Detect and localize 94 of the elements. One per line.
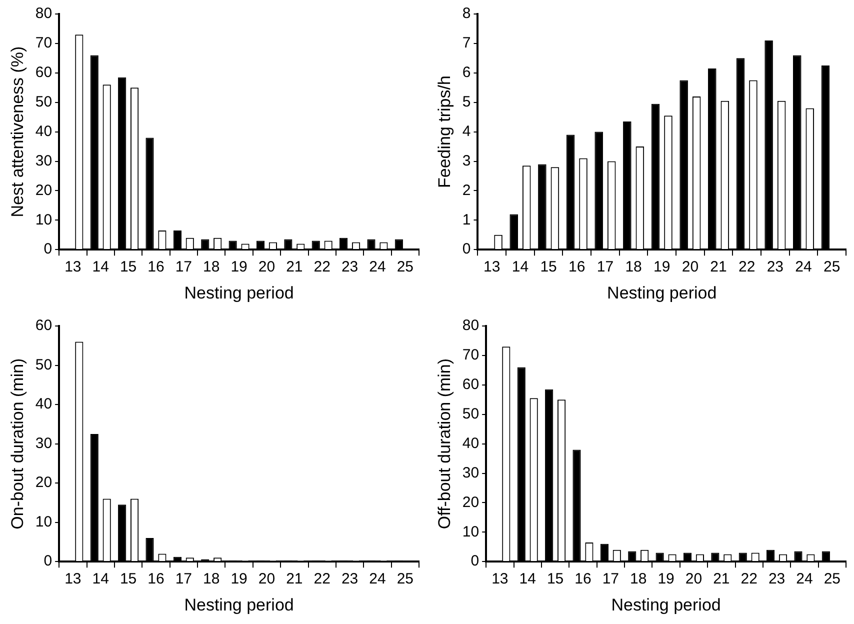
x-axis-title: Nesting period: [611, 595, 721, 614]
x-tick-label: 13: [64, 570, 82, 588]
y-tick-label: 60: [35, 317, 52, 334]
y-axis-title: On-bout duration (min): [8, 358, 27, 530]
x-axis-title: Nesting period: [184, 595, 294, 614]
x-tick-label: 22: [740, 570, 758, 588]
x-tick-label: 25: [823, 258, 840, 276]
y-tick-label: 60: [35, 64, 52, 82]
y-tick-label: 2: [462, 182, 471, 199]
y-tick-label: 40: [35, 122, 52, 140]
x-tick-label: 19: [230, 258, 248, 276]
x-tick-label: 25: [396, 258, 414, 276]
x-tick-label: 19: [654, 258, 670, 276]
x-tick-label: 14: [92, 258, 109, 276]
y-tick-label: 8: [462, 5, 471, 22]
x-tick-label: 15: [120, 570, 137, 588]
x-tick-label: 23: [768, 570, 786, 588]
x-tick-label: 21: [713, 570, 730, 588]
y-tick-label: 50: [35, 93, 52, 110]
x-tick-label: 13: [484, 258, 500, 276]
x-tick-label: 14: [512, 258, 529, 276]
y-tick-label: 10: [35, 211, 52, 228]
y-tick-label: 1: [462, 211, 471, 228]
x-tick-label: 21: [286, 258, 303, 276]
x-tick-label: 23: [341, 570, 358, 588]
x-tick-label: 14: [92, 570, 109, 588]
x-tick-label: 20: [258, 570, 276, 588]
x-tick-label: 24: [369, 258, 386, 276]
x-axis-title: Nesting period: [607, 283, 717, 302]
y-tick-label: 30: [35, 152, 52, 170]
x-tick-label: 24: [795, 258, 812, 276]
x-tick-label: 14: [519, 570, 536, 588]
y-axis-title: Feeding trips/h: [434, 76, 454, 188]
y-tick-label: 3: [462, 152, 471, 170]
x-tick-label: 23: [766, 258, 784, 276]
y-tick-label: 10: [462, 523, 480, 540]
x-tick-label: 13: [64, 258, 82, 276]
y-tick-label: 6: [462, 64, 471, 82]
y-tick-label: 20: [35, 182, 52, 199]
y-tick-label: 20: [462, 494, 480, 511]
x-tick-label: 22: [738, 258, 756, 276]
y-tick-label: 80: [462, 317, 480, 334]
x-tick-label: 16: [574, 570, 592, 588]
y-tick-label: 0: [470, 552, 480, 570]
x-tick-label: 21: [286, 570, 303, 588]
x-tick-label: 22: [314, 258, 330, 276]
y-tick-label: 80: [35, 5, 52, 22]
x-tick-label: 15: [120, 258, 137, 276]
y-tick-label: 7: [462, 34, 471, 52]
y-axis-title: Off-bout duration (min): [434, 358, 454, 530]
x-tick-label: 18: [625, 258, 642, 276]
x-tick-label: 19: [230, 570, 248, 588]
x-tick-label: 18: [630, 570, 647, 588]
y-tick-label: 0: [44, 240, 52, 258]
x-tick-label: 16: [568, 258, 586, 276]
x-tick-label: 13: [492, 570, 508, 588]
x-tick-label: 20: [258, 258, 276, 276]
y-tick-label: 0: [44, 552, 52, 570]
y-tick-label: 70: [35, 34, 52, 52]
y-tick-label: 50: [462, 405, 480, 422]
x-tick-label: 17: [175, 258, 192, 276]
x-tick-label: 23: [341, 258, 358, 276]
y-tick-label: 10: [35, 513, 52, 530]
x-tick-label: 17: [596, 258, 614, 276]
x-tick-label: 22: [314, 570, 330, 588]
y-tick-label: 70: [462, 346, 480, 364]
y-tick-label: 60: [462, 376, 480, 394]
y-axis-title: Nest attentiveness (%): [8, 46, 27, 218]
x-tick-label: 24: [369, 570, 386, 588]
x-tick-label: 16: [148, 258, 164, 276]
x-tick-label: 17: [175, 570, 192, 588]
y-tick-label: 5: [462, 93, 471, 110]
x-tick-label: 18: [203, 258, 220, 276]
x-tick-label: 18: [203, 570, 220, 588]
y-tick-label: 20: [35, 474, 52, 492]
x-tick-label: 17: [602, 570, 620, 588]
x-tick-label: 15: [540, 258, 557, 276]
x-tick-label: 25: [824, 570, 840, 588]
x-axis-title: Nesting period: [184, 283, 294, 302]
y-tick-label: 30: [35, 434, 52, 452]
y-tick-label: 40: [35, 396, 52, 413]
y-tick-label: 0: [462, 240, 471, 258]
y-tick-label: 40: [462, 434, 480, 452]
x-tick-label: 24: [796, 570, 813, 588]
y-tick-label: 50: [35, 356, 52, 374]
x-tick-label: 21: [710, 258, 727, 276]
x-tick-label: 19: [658, 570, 674, 588]
x-tick-label: 16: [148, 570, 164, 588]
y-tick-label: 30: [462, 464, 480, 482]
x-tick-label: 15: [546, 570, 564, 588]
y-tick-label: 4: [462, 122, 471, 140]
x-tick-label: 25: [396, 570, 414, 588]
x-tick-label: 20: [682, 258, 699, 276]
x-tick-label: 20: [685, 570, 702, 588]
